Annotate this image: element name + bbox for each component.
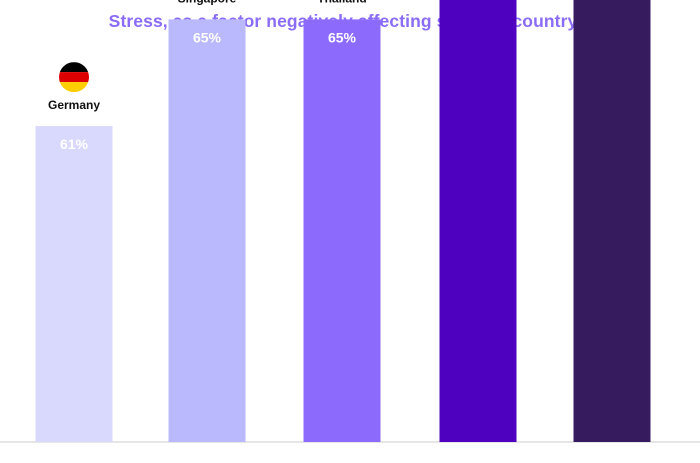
- category-label-thailand: Thailand: [317, 0, 366, 5]
- bar-singapore: [168, 19, 246, 443]
- category-label-germany: Germany: [48, 98, 100, 112]
- value-label-germany: 61%: [60, 136, 89, 152]
- bar-germany: [35, 126, 113, 443]
- category-label-singapore: Singapore: [178, 0, 237, 5]
- value-label-singapore: 65%: [193, 29, 222, 45]
- bar-south-korea: [439, 0, 517, 442]
- bar-thailand: [303, 19, 381, 443]
- value-label-thailand: 65%: [328, 29, 357, 45]
- germany-flag-icon: [59, 62, 89, 93]
- bar-india: [573, 0, 651, 442]
